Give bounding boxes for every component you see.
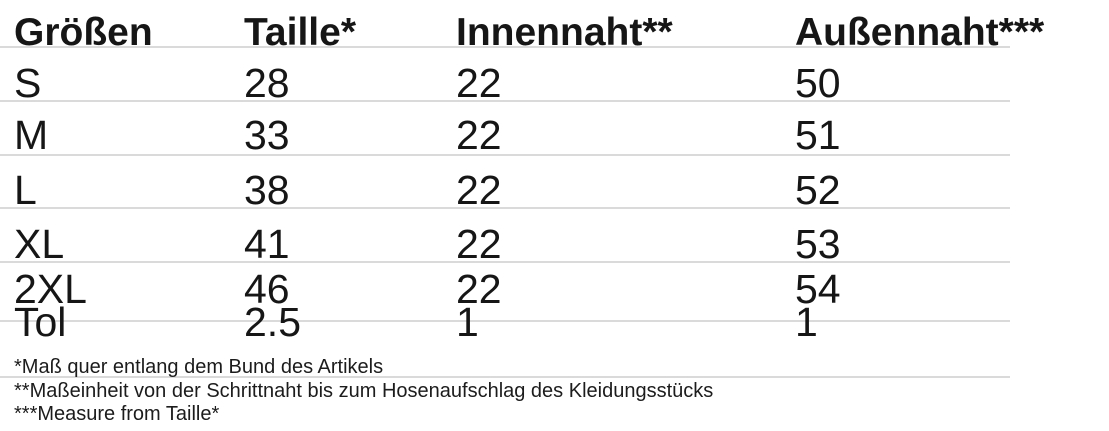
aussennaht-cell: 54 bbox=[795, 266, 841, 312]
row-divider bbox=[0, 46, 1010, 48]
innennaht-cell: 22 bbox=[456, 167, 502, 213]
taille-cell: 46 bbox=[244, 266, 290, 312]
aussennaht-cell: 51 bbox=[795, 112, 841, 158]
footnote-1: *Maß quer entlang dem Bund des Artikels bbox=[14, 356, 384, 378]
taille-cell: 2.5 bbox=[244, 299, 301, 345]
innennaht-cell: 22 bbox=[456, 112, 502, 158]
aussennaht-cell: 53 bbox=[795, 221, 841, 267]
aussennaht-cell: 52 bbox=[795, 167, 841, 213]
taille-cell: 33 bbox=[244, 112, 290, 158]
aussennaht-cell: 1 bbox=[795, 299, 818, 345]
taille-cell: 38 bbox=[244, 167, 290, 213]
table-row: Tol 2.5 1 1 bbox=[0, 302, 1010, 352]
size-cell: L bbox=[14, 167, 37, 213]
row-divider bbox=[0, 320, 1010, 322]
footnote-divider bbox=[0, 376, 1010, 378]
size-cell: S bbox=[14, 60, 42, 106]
aussennaht-cell: 50 bbox=[795, 60, 841, 106]
table-row: XL 41 22 53 bbox=[0, 224, 1010, 274]
table-row: M 33 22 51 bbox=[0, 115, 1010, 165]
table-row: L 38 22 52 bbox=[0, 170, 1010, 220]
table-row: 2XL 46 22 54 bbox=[0, 269, 1010, 319]
innennaht-cell: 22 bbox=[456, 60, 502, 106]
footnote-3: ***Measure from Taille* bbox=[14, 403, 220, 425]
column-header-taille: Taille* bbox=[244, 11, 356, 54]
table-row: S 28 22 50 bbox=[0, 63, 1010, 113]
taille-cell: 41 bbox=[244, 221, 290, 267]
row-divider bbox=[0, 154, 1010, 156]
size-cell: 2XL bbox=[14, 266, 87, 312]
row-divider bbox=[0, 207, 1010, 209]
column-header-innennaht: Innennaht** bbox=[456, 11, 673, 54]
row-divider bbox=[0, 100, 1010, 102]
table-header-row: Größen Taille* Innennaht** Außennaht*** bbox=[0, 11, 1044, 63]
size-cell: M bbox=[14, 112, 49, 158]
size-cell: XL bbox=[14, 221, 65, 267]
taille-cell: 28 bbox=[244, 60, 290, 106]
column-header-groessen: Größen bbox=[14, 11, 153, 54]
innennaht-cell: 22 bbox=[456, 221, 502, 267]
row-divider bbox=[0, 261, 1010, 263]
footnote-2: **Maßeinheit von der Schrittnaht bis zum… bbox=[14, 380, 714, 402]
innennaht-cell: 1 bbox=[456, 299, 479, 345]
column-header-aussennaht: Außennaht*** bbox=[795, 11, 1045, 54]
innennaht-cell: 22 bbox=[456, 266, 502, 312]
size-cell: Tol bbox=[14, 299, 67, 345]
